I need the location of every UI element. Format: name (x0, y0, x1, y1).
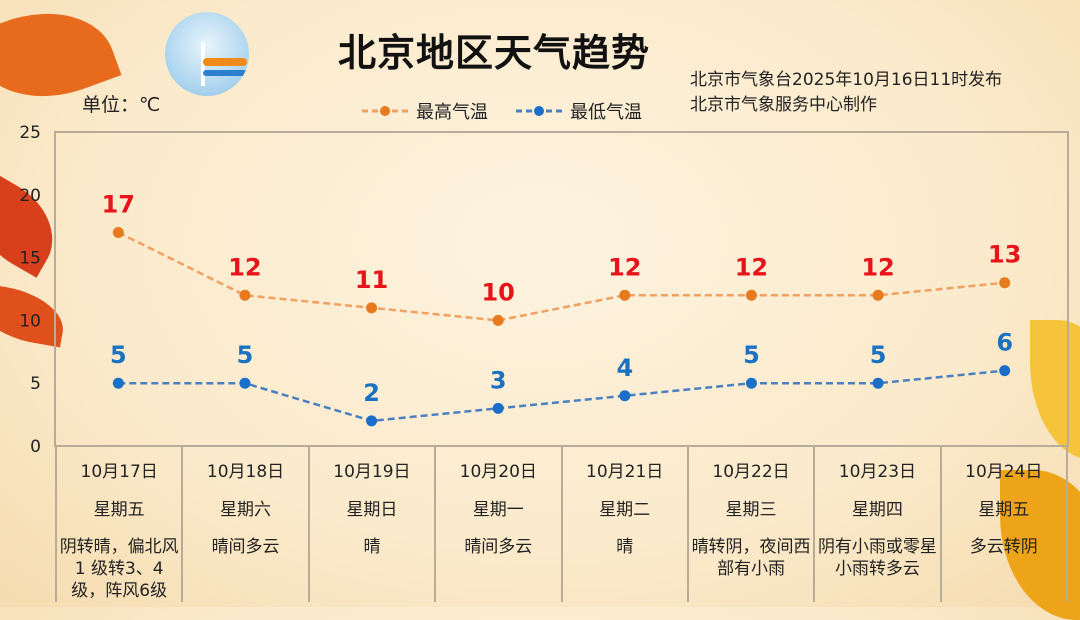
series-line-1 (118, 369, 1005, 423)
day-weekday: 星期三 (725, 500, 777, 520)
data-label: 12 (861, 253, 894, 281)
legend-item-high: 最高气温 (360, 98, 488, 124)
day-column: 10月24日 星期五 多云转阴 (939, 446, 1069, 602)
data-point (999, 277, 1011, 289)
publish-info: 北京市气象台2025年10月16日11时发布 北京市气象服务中心制作 (690, 68, 1002, 118)
day-weather: 阴有小雨或零星小雨转多云 (817, 537, 937, 579)
plot-area-frame (54, 131, 1069, 447)
day-weekday: 星期五 (978, 500, 1030, 520)
day-weekday: 星期四 (851, 500, 903, 520)
day-date: 10月22日 (712, 462, 790, 482)
data-label: 4 (616, 354, 633, 382)
data-point (492, 314, 504, 326)
meteorological-service-logo (165, 12, 249, 96)
y-tick-label: 20 (19, 186, 41, 206)
temperature-chart: 0 5 10 15 20 25 17 12 11 10 12 12 12 13 5 5 2 3 4 5 5 6 (19, 123, 1069, 457)
data-point (999, 365, 1011, 377)
day-weekday: 星期五 (93, 500, 145, 520)
data-label: 11 (355, 266, 388, 294)
day-weather: 晴 (616, 537, 634, 557)
data-point (619, 390, 631, 402)
day-date: 10月21日 (586, 462, 664, 482)
y-tick-label: 0 (30, 437, 41, 457)
data-point (112, 377, 124, 389)
legend-label-low: 最低气温 (570, 102, 642, 123)
day-column: 10月23日 星期四 阴有小雨或零星小雨转多云 (813, 446, 942, 602)
data-point (619, 289, 631, 301)
data-label: 13 (988, 241, 1021, 269)
data-label: 12 (608, 253, 641, 281)
day-weekday: 星期二 (599, 500, 651, 520)
data-point (872, 289, 884, 301)
day-weather: 晴转阴，夜间西部有小雨 (691, 537, 811, 579)
unit-label: 单位：℃ (82, 94, 161, 116)
data-point (745, 377, 757, 389)
data-point (872, 377, 884, 389)
day-date: 10月17日 (80, 462, 158, 482)
day-date: 10月24日 (965, 462, 1043, 482)
data-point (745, 289, 757, 301)
data-label: 2 (363, 379, 380, 407)
day-weather: 多云转阴 (969, 537, 1038, 557)
day-weather: 阴转晴，偏北风 1 级转3、4级，阵风6级 (59, 537, 179, 601)
data-label: 12 (735, 253, 768, 281)
y-tick-label: 5 (30, 374, 41, 394)
page-title: 北京地区天气趋势 (338, 31, 651, 75)
data-point (366, 302, 378, 314)
data-label: 17 (102, 190, 135, 218)
y-tick-label: 25 (19, 123, 41, 143)
data-label: 12 (228, 253, 261, 281)
day-weekday: 星期一 (472, 500, 524, 520)
data-label: 6 (996, 329, 1013, 357)
data-point (112, 226, 124, 238)
data-label: 5 (743, 341, 760, 369)
data-point (239, 377, 251, 389)
day-column: 10月21日 星期二 晴 (560, 446, 689, 602)
day-weather: 晴间多云 (464, 537, 533, 557)
day-date: 10月18日 (206, 462, 285, 482)
data-label: 10 (481, 278, 514, 306)
data-label: 5 (870, 341, 887, 369)
data-point (366, 415, 378, 427)
legend-label-high: 最高气温 (416, 102, 488, 123)
day-weekday: 星期六 (220, 500, 272, 520)
day-column: 10月17日 星期五 阴转晴，偏北风 1 级转3、4级，阵风6级 (54, 446, 184, 602)
day-column: 10月19日 星期日 晴 (307, 446, 437, 602)
legend: 最高气温 最低气温 (360, 98, 642, 124)
day-date: 10月19日 (333, 462, 411, 482)
data-point (239, 289, 251, 301)
y-tick-label: 10 (19, 311, 41, 331)
producer-text: 北京市气象服务中心制作 (690, 95, 877, 115)
legend-marker-high (362, 106, 408, 116)
day-column: 10月18日 星期六 晴间多云 (181, 446, 310, 602)
forecast-table: 10月17日 星期五 阴转晴，偏北风 1 级转3、4级，阵风6级 10月18日 星… (54, 446, 1069, 602)
data-label: 5 (110, 341, 127, 369)
publisher-text: 北京市气象台2025年10月16日11时发布 (690, 70, 1003, 90)
day-date: 10月23日 (838, 462, 917, 482)
y-tick-label: 15 (19, 249, 41, 269)
legend-item-low: 最低气温 (514, 98, 642, 124)
data-point (492, 402, 504, 414)
day-column: 10月22日 星期三 晴转阴，夜间西部有小雨 (686, 446, 816, 602)
legend-marker-low (516, 106, 562, 116)
day-weather: 晴 (363, 537, 381, 557)
data-label: 3 (490, 366, 507, 394)
data-label: 5 (237, 341, 254, 369)
day-date: 10月20日 (459, 462, 537, 482)
day-weather: 晴间多云 (211, 537, 280, 557)
day-weekday: 星期日 (346, 500, 398, 520)
day-column: 10月20日 星期一 晴间多云 (434, 446, 563, 602)
